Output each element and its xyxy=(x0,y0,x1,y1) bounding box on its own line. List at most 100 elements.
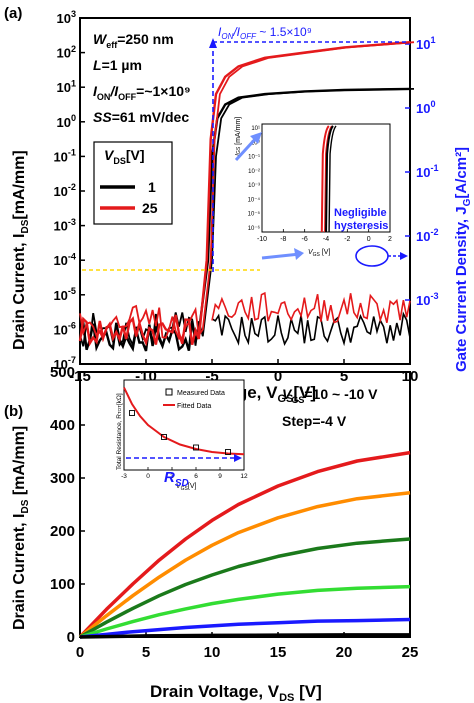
inset-b-xlabel: VGS[V] xyxy=(176,483,197,492)
y-tick-label: 103 xyxy=(56,9,76,26)
inset-a-ticks: -10 -8 -6 -4 -2 0 2 10¹ 10⁰ 10⁻¹ 10⁻² 10⁻³ 10⁻⁴ 10⁻⁵ 1… xyxy=(248,126,392,243)
y-tick-label: 10-2 xyxy=(53,182,76,199)
y-tick-label: 100 xyxy=(56,113,76,130)
y-tick-label: 102 xyxy=(56,44,76,61)
inset-x-tick-label: -10 xyxy=(257,236,267,243)
y-tick-label: 10-6 xyxy=(53,321,76,338)
on-off-ratio-label: ION/IOFF ~ 1.5×10⁹ xyxy=(218,25,312,41)
inset-y-tick-label: 10⁻² xyxy=(248,169,260,175)
vgs-annotation: VGS=10 ~ -10 V xyxy=(282,386,378,405)
drain-current-reverse-25 xyxy=(79,41,415,342)
gate-current-series-1 xyxy=(211,311,411,347)
y-tick-label: 500 xyxy=(50,364,75,381)
rsd-label: RSD xyxy=(164,469,189,489)
x-tick-label: 5 xyxy=(142,644,150,661)
legend-label-1: 1 xyxy=(148,179,156,195)
panel-b-label: (b) xyxy=(4,403,23,420)
on-off-arrow-head xyxy=(209,38,217,48)
inset-a-curve-reverse xyxy=(328,125,337,233)
x-tick-label: 0 xyxy=(76,644,84,661)
inset-a-curve-reverse xyxy=(324,125,333,233)
legend-measured-marker xyxy=(165,388,173,396)
panel-a-y-ticks: 103 102 101 100 10-1 10-2 10-3 10-4 10-5 10-6 10-7 xyxy=(53,9,85,372)
inset-b-ylabel: Total Resistance, RTOT[kΩ] xyxy=(116,393,123,470)
inset-y-tick-label: 10⁻⁵ xyxy=(248,211,261,218)
inset-pointer-arrowhead xyxy=(250,132,262,144)
right-tick-label: 10-1 xyxy=(416,163,439,180)
inset-y-tick-label: 10⁻⁴ xyxy=(248,196,261,203)
output-curve-2 xyxy=(79,537,411,639)
inset-x-tick-label: 0 xyxy=(146,473,150,480)
x-tick-label: 20 xyxy=(336,644,353,661)
step-annotation: Step=-4 V xyxy=(282,413,347,429)
rsd-arrowhead xyxy=(234,454,242,462)
y-tick-label: 0 xyxy=(67,629,75,646)
gate-current-series-25 xyxy=(211,291,411,324)
panel-b-ylabel: Drain Current, IDS [mA/mm] xyxy=(11,426,31,630)
y-tick-label: 10-1 xyxy=(53,148,76,165)
y-tick-label: 10-7 xyxy=(53,355,76,372)
panel-a-label: (a) xyxy=(4,5,22,22)
x-tick-label: 5 xyxy=(340,368,348,385)
y-tick-label: 200 xyxy=(50,523,75,540)
x-tick-label: 25 xyxy=(402,644,419,661)
x-tick-label: 0 xyxy=(274,368,282,385)
y-tick-label: 10-4 xyxy=(53,251,76,268)
legend-measured-label: Measured Data xyxy=(177,390,225,397)
panel-b-curves xyxy=(78,450,411,639)
right-tick-label: 100 xyxy=(416,99,436,116)
inset-b-ticks: -3 0 3 6 9 12 xyxy=(121,467,248,480)
y-tick-label: 101 xyxy=(56,78,76,95)
legend-fitted-label: Fitted Data xyxy=(177,403,211,410)
inset-x-tick-label: -2 xyxy=(344,236,350,243)
measured-point xyxy=(225,449,231,455)
panel-b-y-ticks: 0 100 200 300 400 500 xyxy=(50,364,85,646)
inset-y-tick-label: 10⁻⁶ xyxy=(248,225,261,232)
inset-x-tick-label: 9 xyxy=(218,473,222,480)
weff-annotation: Weff=250 nm xyxy=(93,31,174,50)
x-tick-label: 10 xyxy=(204,644,221,661)
measured-point xyxy=(193,444,199,451)
gate-pointer-arrowhead xyxy=(294,248,304,260)
gate-current-right-arrowhead xyxy=(400,252,408,260)
panel-a-inset: -10 -8 -6 -4 -2 0 2 10¹ 10⁰ 10⁻¹ 10⁻² 10⁻³ 10⁻⁴ 10⁻⁵ 1… xyxy=(235,117,392,258)
device-parameters: Weff=250 nm L=1 µm ION/IOFF=~1×10⁹ SS=61… xyxy=(93,31,191,125)
inset-x-tick-label: 3 xyxy=(170,473,174,480)
panel-a-curves xyxy=(78,41,415,353)
panel-b-xlabel: Drain Voltage, VDS [V] xyxy=(150,682,322,703)
y-tick-label: 10-5 xyxy=(53,286,76,303)
panel-a: (a) -15 -10 -5 0 5 10 10310210110010-110-210-… xyxy=(4,5,473,405)
measured-point xyxy=(161,434,167,440)
y-tick-label: 300 xyxy=(50,470,75,487)
ion-ioff-annotation: ION/IOFF=~1×10⁹ xyxy=(93,83,191,102)
y-tick-label: 100 xyxy=(50,576,75,593)
inset-x-tick-label: -6 xyxy=(302,236,308,243)
negligible-label: Negligible xyxy=(334,207,387,219)
inset-x-tick-label: 12 xyxy=(240,473,248,480)
output-curve-3 xyxy=(79,584,411,639)
fitted-curve xyxy=(123,387,245,456)
length-annotation: L=1 µm xyxy=(93,57,142,73)
inset-a-curve xyxy=(320,125,330,233)
output-curve-0 xyxy=(78,450,411,639)
inset-b-frame xyxy=(123,379,245,471)
panel-a-right-ticks: 101 100 10-1 10-2 10-3 xyxy=(405,35,439,308)
gate-current-ellipse xyxy=(355,245,389,267)
inset-y-tick-label: 10⁰ xyxy=(251,139,261,146)
inset-y-tick-label: 10⁻¹ xyxy=(248,155,260,161)
inset-x-tick-label: -3 xyxy=(121,473,127,480)
output-curve-4 xyxy=(79,617,411,639)
y-tick-label: 10-3 xyxy=(53,217,76,234)
panel-a-legend: VDS[V] 1 25 xyxy=(93,141,173,225)
inset-x-tick-label: 0 xyxy=(367,236,371,243)
inset-x-tick-label: -4 xyxy=(323,236,329,243)
panel-a-ylabel-left: Drain Current, IDS[mA/mm] xyxy=(11,150,31,350)
x-tick-label: 15 xyxy=(270,644,287,661)
legend-label-2: 25 xyxy=(142,200,158,216)
panel-a-ylabel-right: Gate Current Density, JG[A/cm²] xyxy=(453,147,473,372)
inset-y-tick-label: 10¹ xyxy=(251,126,260,132)
inset-b-curves xyxy=(123,387,245,462)
inset-y-tick-label: 10⁻³ xyxy=(248,183,260,189)
